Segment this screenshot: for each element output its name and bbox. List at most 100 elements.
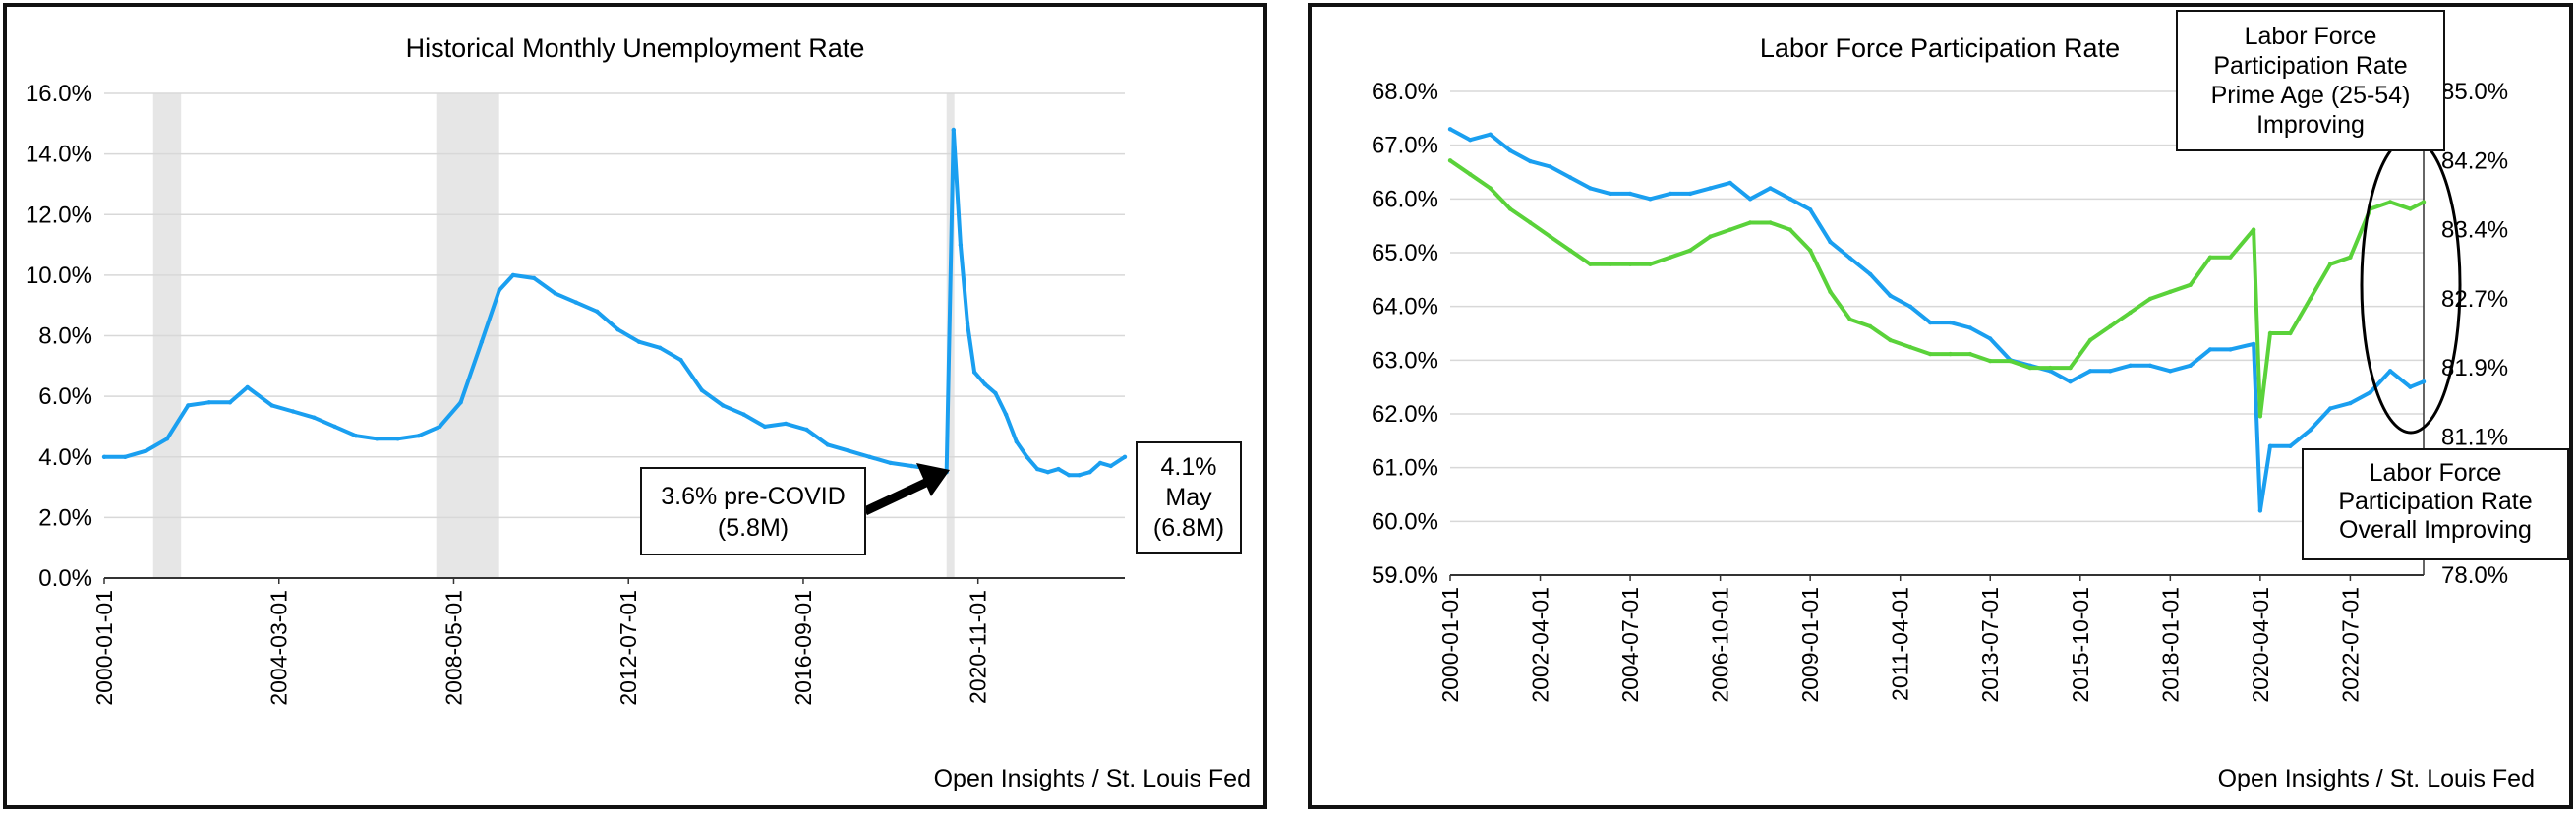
participation-series-group (1447, 127, 2427, 513)
overall-participation-line-point (1787, 197, 1793, 202)
overall-participation-line-point (1847, 256, 1853, 261)
overall-annotation-line3: Overall Improving (2339, 516, 2532, 544)
prime-age-participation-line-point (2327, 262, 2333, 266)
unemployment-rate-line-point (395, 437, 400, 441)
prime-age-participation-line-point (2108, 323, 2113, 329)
unemployment-rate-line-point (658, 345, 663, 350)
unemployment-rate-line-point (595, 309, 600, 314)
prime-age-participation-line-point (2267, 330, 2273, 336)
unemployment-rate-line-point (1056, 466, 1061, 472)
x-tick-label: 2013-07-01 (1977, 587, 2003, 703)
prime-age-annotation-line2: Participation Rate (2213, 52, 2407, 80)
unemployment-rate-line-point (497, 288, 501, 293)
unemployment-rate-line-point (312, 415, 317, 420)
unemployment-rate-line-point (847, 448, 851, 453)
overall-participation-line-point (2421, 379, 2427, 384)
overall-participation-line-point (2128, 363, 2133, 368)
prime-age-participation-line-point (1567, 248, 1573, 253)
prime-age-participation-line-point (1828, 289, 1833, 294)
x-tick-label: 2000-01-01 (1437, 587, 1463, 703)
prime-age-annotation-line4: Improving (2256, 111, 2365, 139)
prime-age-participation-line-point (2048, 365, 2053, 371)
overall-participation-line-point (1948, 320, 1953, 325)
unemployment-rate-line-point (615, 327, 620, 332)
prime-age-participation-line-point (2188, 282, 2193, 287)
prime-age-participation-line-point (2348, 255, 2353, 260)
x-tick-label: 2022-07-01 (2337, 587, 2363, 703)
x-tick-label: 2018-01-01 (2157, 587, 2183, 703)
unemployment-rate-line-point (1003, 412, 1009, 417)
overall-participation-line-point (1888, 293, 1893, 298)
prime-age-participation-line-point (1708, 234, 1713, 239)
overall-participation-line-point (1967, 325, 1973, 330)
x-tick-label: 2004-07-01 (1617, 587, 1643, 703)
unemployment-rate-line-point (416, 434, 422, 438)
overall-participation-line-point (2288, 443, 2293, 448)
unemployment-rate-line-point (825, 442, 830, 447)
unemployment-gridlines (103, 92, 1125, 584)
prime-age-annotation-box (2176, 10, 2445, 151)
prime-age-participation-line-point (2147, 296, 2153, 302)
overall-participation-line-point (2368, 389, 2372, 395)
unemployment-rate-line-point (123, 454, 128, 459)
overall-participation-line-point (1507, 147, 1513, 153)
prime-age-participation-line-point (2207, 255, 2213, 260)
unemployment-rate-line-point (532, 275, 537, 281)
y2-tick-label: 82.7% (2441, 286, 2508, 313)
x-tick-label: 2000-01-01 (91, 590, 117, 706)
overall-participation-line-point (2168, 369, 2173, 374)
unemployment-rate-line-point (971, 370, 977, 375)
overall-participation-line-point (2387, 369, 2393, 374)
pre-covid-arrow-head (916, 463, 950, 496)
overall-participation-line-point (1708, 186, 1713, 191)
prime-age-participation-line-point (2128, 310, 2133, 316)
unemployment-y-tick-labels: 0.0% 2.0% 4.0% 6.0% 8.0% 10.0% 12.0% 14.0% 16.0% (26, 81, 92, 592)
y-tick-label: 61.0% (1372, 455, 1438, 482)
pre-covid-annotation-box (640, 467, 866, 555)
x-tick-label: 2004-03-01 (266, 590, 292, 706)
unemployment-rate-line-point (479, 339, 485, 344)
y-tick-label: 10.0% (26, 262, 92, 289)
prime-age-participation-line-point (1528, 220, 1533, 225)
latest-rate-annotation-line1: 4.1% (1161, 453, 1217, 481)
latest-rate-annotation-line2: May (1165, 484, 1212, 511)
prime-age-participation-line-point (1608, 262, 1612, 266)
overall-participation-line-point (1808, 207, 1813, 212)
unemployment-rate-line-point (227, 400, 233, 405)
unemployment-rate-line-point (245, 384, 250, 390)
unemployment-rate-line-point (1045, 470, 1051, 475)
prime-age-participation-line-point (1948, 351, 1953, 357)
y2-tick-label: 81.1% (2441, 424, 2508, 450)
prime-age-participation-line-point (2027, 365, 2033, 371)
participation-chart-title: Labor Force Participation Rate (1760, 33, 2120, 63)
x-tick-label: 2002-04-01 (1528, 587, 1553, 703)
unemployment-rate-line-point (458, 400, 463, 405)
overall-participation-line-point (2408, 384, 2413, 389)
overall-participation-line-point (2308, 428, 2313, 433)
participation-left-y-tick-labels: 59.0% 60.0% 61.0% 62.0% 63.0% 64.0% 65.0% 66.0%… (1372, 79, 1438, 589)
overall-participation-line-point (2048, 369, 2053, 374)
unemployment-rate-line-point (762, 424, 768, 430)
prime-age-participation-line-point (1627, 262, 1633, 266)
unemployment-rate-line-point (867, 454, 872, 459)
x-tick-label: 2016-09-01 (790, 590, 816, 706)
overall-participation-line-point (2348, 400, 2353, 406)
y2-tick-label: 84.2% (2441, 147, 2508, 174)
prime-age-annotation-line1: Labor Force (2245, 23, 2377, 50)
overall-participation-line-point (2257, 508, 2263, 513)
y-tick-label: 66.0% (1372, 186, 1438, 212)
overall-participation-line-point (1608, 191, 1612, 197)
y-tick-label: 68.0% (1372, 79, 1438, 105)
unemployment-rate-line-point (1014, 439, 1020, 444)
overall-participation-line-point (1687, 191, 1693, 197)
unemployment-rate-line-point (1097, 460, 1103, 466)
prime-age-participation-line-point (2251, 227, 2256, 232)
prime-age-participation-line-point (1967, 351, 1973, 357)
unemployment-rate-line-point (164, 437, 170, 441)
overall-participation-line-point (1468, 138, 1473, 143)
overall-participation-line-point (1988, 336, 1993, 341)
prime-age-participation-line-point (2288, 330, 2293, 336)
prime-age-participation-line-point (1988, 358, 1993, 364)
prime-age-participation-line-point (2257, 414, 2263, 419)
